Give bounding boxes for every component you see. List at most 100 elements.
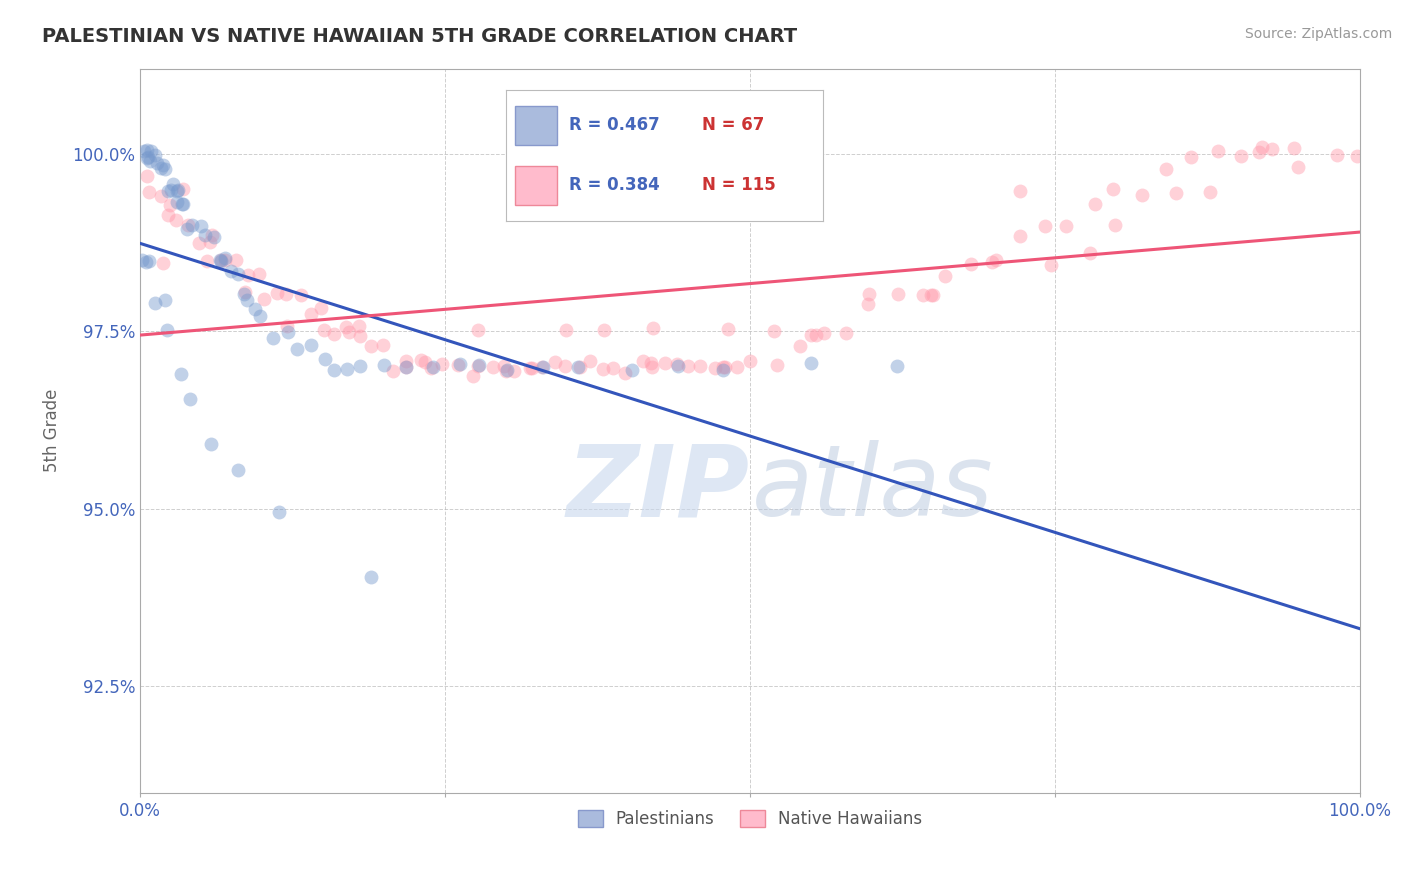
Point	[641, 320, 664, 334]
Point	[132, 144, 155, 158]
Point	[312, 322, 335, 336]
Point	[159, 198, 181, 212]
Point	[461, 368, 484, 383]
Point	[703, 360, 725, 375]
Point	[243, 301, 266, 316]
Point	[886, 359, 908, 373]
Point	[274, 286, 297, 301]
Point	[1101, 182, 1123, 196]
Point	[1104, 218, 1126, 232]
Point	[156, 184, 179, 198]
Point	[299, 338, 322, 352]
Point	[984, 253, 1007, 268]
Point	[360, 339, 382, 353]
Point	[467, 359, 489, 373]
Point	[247, 267, 270, 281]
Point	[170, 368, 193, 382]
Point	[135, 169, 157, 183]
Point	[299, 307, 322, 321]
Point	[139, 153, 162, 168]
Point	[676, 359, 699, 374]
Point	[131, 252, 153, 267]
Point	[766, 358, 789, 372]
Point	[717, 322, 740, 336]
Point	[201, 227, 224, 242]
Point	[335, 320, 357, 334]
Point	[494, 359, 516, 374]
Point	[1154, 161, 1177, 176]
Point	[202, 229, 225, 244]
Point	[1284, 141, 1306, 155]
Point	[554, 323, 576, 337]
Point	[413, 354, 436, 368]
Point	[1206, 144, 1229, 158]
Point	[519, 360, 541, 375]
Point	[262, 331, 284, 345]
Point	[1346, 149, 1368, 163]
Point	[135, 255, 157, 269]
Point	[225, 253, 247, 268]
Point	[166, 195, 188, 210]
Point	[153, 293, 176, 307]
Point	[138, 185, 160, 199]
Point	[789, 338, 811, 352]
Point	[172, 197, 194, 211]
Point	[640, 356, 662, 370]
Point	[177, 218, 200, 232]
Point	[143, 148, 166, 162]
Point	[238, 268, 260, 282]
Point	[567, 359, 589, 374]
Point	[569, 359, 592, 374]
Point	[858, 286, 880, 301]
Point	[323, 362, 346, 376]
Text: Source: ZipAtlas.com: Source: ZipAtlas.com	[1244, 27, 1392, 41]
Text: PALESTINIAN VS NATIVE HAWAIIAN 5TH GRADE CORRELATION CHART: PALESTINIAN VS NATIVE HAWAIIAN 5TH GRADE…	[42, 27, 797, 45]
Point	[249, 309, 271, 323]
Point	[172, 181, 194, 195]
Point	[136, 149, 159, 163]
Point	[666, 359, 689, 373]
Point	[420, 361, 443, 376]
Point	[613, 366, 636, 380]
Point	[1010, 184, 1032, 198]
Point	[167, 183, 190, 197]
Point	[236, 293, 259, 308]
Point	[1198, 186, 1220, 200]
Point	[323, 326, 346, 341]
Point	[360, 570, 382, 584]
Point	[155, 162, 177, 177]
Point	[432, 357, 454, 371]
Point	[349, 359, 371, 373]
Point	[373, 358, 395, 372]
Point	[1084, 197, 1107, 211]
Legend: Palestinians, Native Hawaiians: Palestinians, Native Hawaiians	[571, 804, 929, 835]
Point	[194, 227, 217, 242]
Point	[482, 359, 505, 374]
Point	[143, 295, 166, 310]
Point	[152, 256, 174, 270]
Point	[602, 361, 624, 376]
Point	[1230, 149, 1253, 163]
Point	[373, 338, 395, 352]
Point	[176, 221, 198, 235]
Point	[165, 213, 187, 227]
Point	[911, 288, 934, 302]
Point	[226, 268, 249, 282]
Point	[276, 318, 298, 333]
Point	[592, 361, 614, 376]
Point	[135, 143, 157, 157]
Point	[922, 288, 945, 302]
Point	[200, 437, 222, 451]
Point	[495, 364, 517, 378]
Point	[800, 327, 823, 342]
Point	[277, 326, 299, 340]
Point	[1078, 246, 1101, 260]
Point	[620, 363, 643, 377]
Point	[195, 254, 218, 268]
Point	[166, 184, 188, 198]
Point	[654, 356, 676, 370]
Text: ZIP: ZIP	[567, 440, 749, 537]
Point	[640, 360, 662, 375]
Point	[411, 352, 433, 367]
Point	[233, 285, 256, 299]
